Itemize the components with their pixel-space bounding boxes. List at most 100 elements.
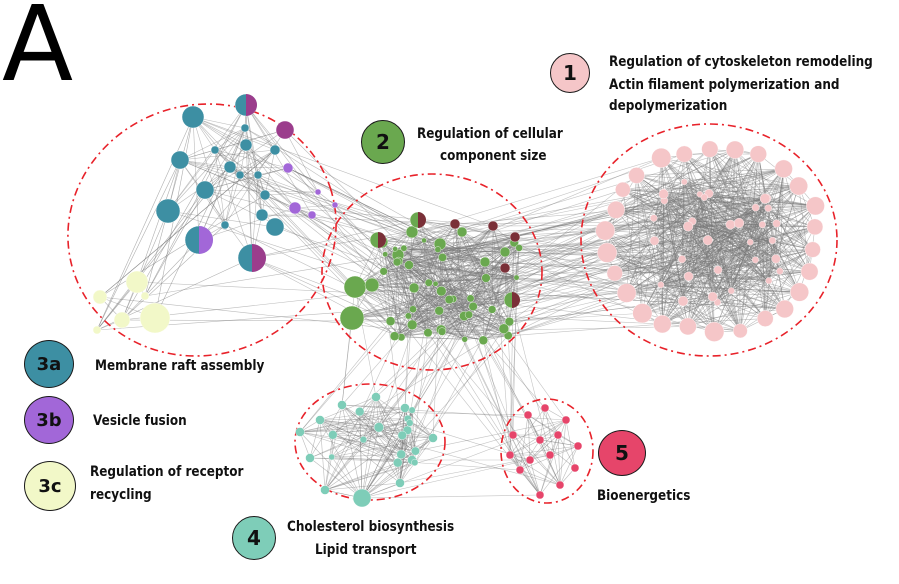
node: [239, 138, 253, 152]
node: [393, 458, 403, 468]
edge: [437, 239, 708, 250]
node: [92, 325, 102, 335]
edge: [167, 104, 247, 212]
node: [570, 463, 580, 473]
edge: [412, 309, 561, 486]
badge-label: 1: [563, 61, 577, 85]
edge: [397, 247, 520, 463]
edge: [653, 218, 662, 285]
edge: [509, 439, 541, 456]
edges-layer: [96, 104, 816, 499]
node: [408, 282, 420, 294]
edge: [470, 247, 520, 299]
edge: [527, 414, 541, 441]
label-cluster-3a: Membrane raft assembly: [95, 358, 265, 374]
edge: [636, 175, 799, 187]
edge: [299, 418, 408, 433]
edge: [439, 310, 504, 330]
edge: [768, 208, 813, 250]
edge: [351, 207, 769, 319]
edge: [512, 434, 561, 486]
edge: [681, 258, 719, 271]
edge: [341, 404, 398, 463]
edge: [762, 224, 800, 293]
edge: [660, 224, 763, 286]
edge: [239, 174, 517, 278]
edge: [539, 434, 559, 496]
edge: [361, 427, 380, 499]
edge: [299, 429, 408, 433]
edge: [464, 224, 763, 340]
edge: [449, 225, 494, 300]
edge: [401, 315, 465, 338]
edge: [660, 284, 732, 292]
edge: [224, 174, 241, 226]
edge: [214, 149, 226, 226]
badge-cluster-2: 2: [361, 120, 405, 164]
badge-label: 4: [247, 526, 261, 550]
node: [615, 181, 631, 198]
node: [382, 251, 389, 258]
node: [423, 328, 433, 338]
node: [288, 201, 302, 215]
edge: [684, 153, 766, 199]
edge: [492, 225, 511, 456]
edge: [717, 240, 773, 271]
edge: [395, 248, 776, 260]
edge: [605, 230, 683, 260]
node: [295, 427, 305, 437]
edge: [664, 200, 766, 319]
edge: [519, 247, 615, 274]
edge: [709, 149, 731, 225]
node: [508, 430, 518, 440]
edge: [299, 407, 406, 433]
node: [650, 214, 658, 222]
edge: [309, 427, 380, 459]
node: [155, 198, 181, 224]
node: [806, 196, 825, 216]
node: [364, 277, 380, 293]
edge: [504, 209, 617, 253]
node: [315, 415, 325, 425]
edge: [245, 144, 296, 209]
edge: [539, 439, 576, 469]
node: [181, 105, 205, 129]
edge: [519, 414, 529, 471]
edge: [755, 168, 784, 260]
boundary-cluster-4: [294, 383, 446, 501]
node: [509, 231, 521, 243]
node: [606, 265, 623, 282]
edge: [319, 418, 408, 421]
edge: [408, 157, 662, 266]
edge: [144, 254, 399, 297]
node: [607, 200, 625, 219]
edge: [383, 251, 506, 272]
node: [751, 203, 760, 212]
edge: [331, 437, 434, 458]
edge: [136, 159, 181, 283]
node: [790, 282, 809, 302]
edge: [359, 411, 401, 484]
node: [400, 244, 408, 252]
edge: [539, 419, 567, 441]
edge: [622, 189, 689, 227]
edge: [324, 482, 401, 491]
edge: [681, 259, 684, 302]
edge: [361, 454, 551, 499]
edge: [398, 242, 515, 262]
edge: [385, 253, 769, 282]
edge: [121, 210, 169, 321]
node: [373, 422, 384, 433]
boundary-cluster-1: [580, 123, 838, 357]
edge: [408, 181, 685, 266]
edge: [712, 296, 785, 310]
edge: [509, 454, 541, 496]
edge: [319, 419, 403, 436]
edge: [179, 127, 246, 161]
edge: [642, 312, 715, 333]
edge: [738, 222, 770, 281]
node-half: [246, 94, 257, 116]
edge: [385, 253, 741, 332]
edge: [294, 207, 517, 278]
